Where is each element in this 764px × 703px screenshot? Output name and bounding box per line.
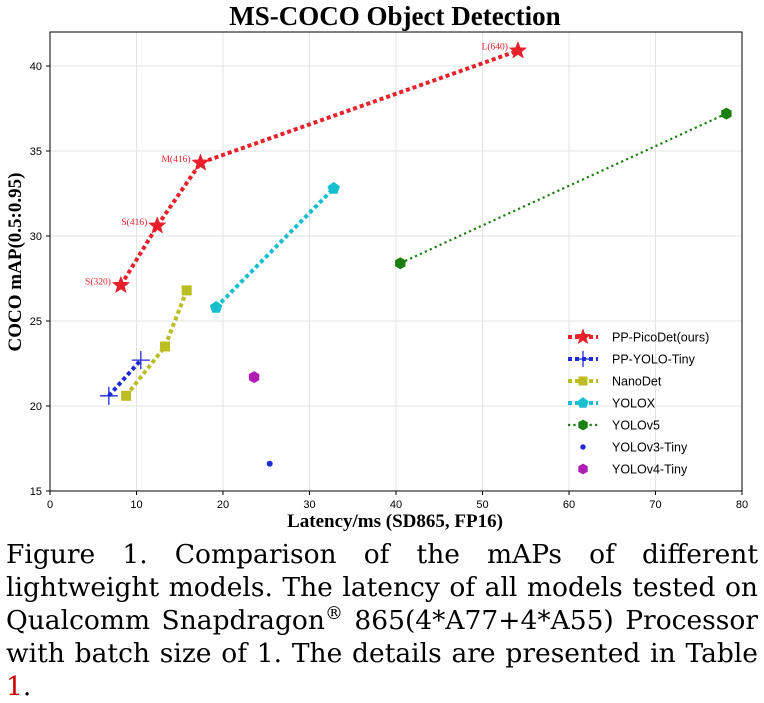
nanodet-line [124, 289, 189, 398]
x-tick-label: 80 [736, 499, 748, 511]
caption-text-end: . [22, 671, 32, 702]
legend-pp-yolo-tiny-marker [574, 350, 592, 368]
series-markers [99, 40, 732, 467]
axis-ticks: 0 10 20 30 40 50 60 70 80 15 20 25 30 35 40 [30, 61, 748, 511]
yolov4-tiny-point [248, 371, 260, 384]
nanodet-point [121, 390, 132, 401]
point-label: M(416) [161, 154, 190, 165]
yolov5-line [399, 112, 727, 265]
legend-nanodet-marker [578, 376, 588, 386]
pp-picodet-ours-point [148, 216, 167, 234]
y-tick-label: 30 [30, 231, 42, 243]
pp-yolo-tiny-point [99, 386, 118, 405]
x-tick-label: 60 [563, 499, 575, 511]
point-label: S(320) [85, 276, 111, 287]
chart: 0 10 20 30 40 50 60 70 80 15 20 25 30 35 40 S(320) S(41… [5, 1, 748, 532]
y-tick-label: 15 [30, 486, 42, 498]
legend-pp-picodet-ours-label: PP-PicoDet(ours) [612, 331, 709, 345]
table-reference-link[interactable]: 1 [6, 671, 23, 702]
y-tick-label: 20 [30, 401, 42, 413]
legend-yolov4-tiny-label: YOLOv4-Tiny [612, 463, 688, 477]
point-labels: S(320) S(416) M(416) L(640) [85, 42, 508, 288]
registered-mark: ® [324, 603, 343, 625]
caption-text-middle: 865(4*A77+4*A55) Processor with batch si… [6, 605, 758, 669]
pp-yolo-tiny-point [131, 351, 150, 370]
caption-text: Figure 1. Comparison of the mAPs of diff… [6, 539, 758, 636]
y-tick-label: 40 [30, 61, 42, 73]
x-tick-label: 50 [476, 499, 488, 511]
legend-pp-yolo-tiny-label: PP-YOLO-Tiny [612, 353, 696, 367]
yolox-point [327, 181, 340, 194]
point-label: S(416) [121, 217, 147, 228]
legend-yolov5-label: YOLOv5 [612, 419, 660, 433]
pp-picodet-ours-point [191, 153, 210, 171]
legend-yolov3-tiny-marker [580, 444, 586, 450]
legend-nanodet-label: NanoDet [612, 375, 662, 389]
chart-title: MS-COCO Object Detection [229, 1, 560, 31]
pp-picodet-ours-line [119, 48, 519, 287]
legend-yolov5-marker [578, 419, 588, 431]
yolov3-tiny-point [266, 460, 273, 467]
legend-yolov3-tiny-label: YOLOv3-Tiny [612, 441, 688, 455]
y-tick-label: 35 [30, 146, 42, 158]
x-tick-label: 20 [217, 499, 229, 511]
pp-picodet-ours-point [508, 40, 528, 59]
x-tick-label: 40 [390, 499, 402, 511]
y-tick-label: 25 [30, 316, 42, 328]
pp-yolo-tiny-line [107, 358, 143, 398]
x-axis-label: Latency/ms (SD865, FP16) [287, 511, 503, 532]
x-tick-label: 30 [303, 499, 315, 511]
legend-pp-picodet-ours-marker [574, 328, 592, 345]
legend-yolox-label: YOLOX [612, 397, 656, 411]
y-axis-label: COCO mAP(0.5:0.95) [5, 173, 26, 352]
x-tick-label: 0 [47, 499, 53, 511]
point-label: L(640) [482, 42, 508, 53]
yolov5-point [395, 257, 406, 270]
pp-picodet-ours-point [111, 275, 131, 294]
legend-yolox-marker [577, 397, 589, 408]
yolox-point [209, 300, 223, 313]
nanodet-point [181, 285, 192, 296]
x-tick-label: 10 [130, 499, 142, 511]
x-tick-label: 70 [649, 499, 661, 511]
series-lines [107, 48, 727, 398]
nanodet-point [160, 341, 171, 352]
yolox-line [214, 186, 336, 309]
figure-caption: Figure 1. Comparison of the mAPs of diff… [6, 538, 758, 703]
yolov5-point [721, 107, 732, 120]
legend-yolov4-tiny-marker [578, 463, 588, 475]
legend: PP-PicoDet(ours) PP-YOLO-Tiny NanoDet YOLOX… [568, 328, 709, 477]
